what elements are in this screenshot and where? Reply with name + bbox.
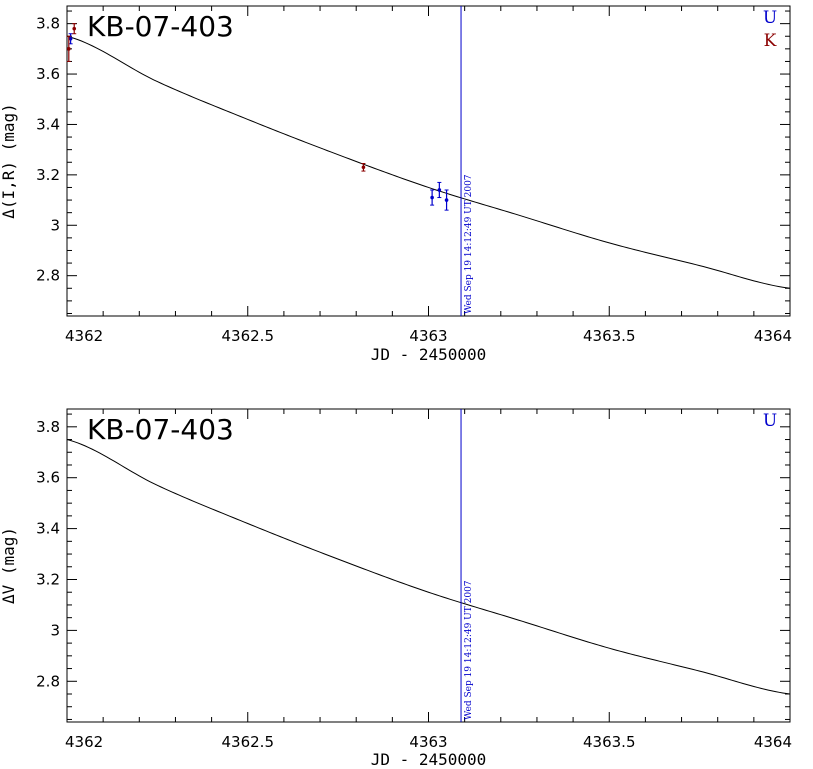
- data-point: [67, 47, 71, 51]
- x-tick-label: 4363.5: [583, 327, 636, 345]
- x-tick-label: 4363: [409, 733, 447, 751]
- model-curve: [66, 439, 791, 695]
- time-marker-label: Wed Sep 19 14:12:49 UT 2007: [464, 580, 474, 720]
- plot-frame: [66, 408, 791, 723]
- time-marker-label: Wed Sep 19 14:12:49 UT 2007: [464, 174, 474, 314]
- y-tick-label: 3.6: [36, 65, 60, 83]
- chart-panel-2: 4362 4362.5 4363 4363.5 4364 2.8 3 3.2 3.4 3.6 3.8…: [0, 408, 792, 769]
- x-tick-label: 4362.5: [222, 733, 275, 751]
- y-axis-title: Δ(I,R) (mag): [0, 103, 18, 219]
- legend-entry-U: U: [763, 411, 777, 431]
- y-tick-label: 3.2: [36, 570, 60, 588]
- y-tick-label: 2.8: [36, 267, 60, 285]
- x-axis-title: JD - 2450000: [371, 345, 487, 364]
- y-tick-label: 3: [50, 621, 60, 639]
- legend-entry-K: K: [764, 31, 777, 51]
- y-axis-title: ΔV (mag): [0, 527, 18, 604]
- panel-title: KB-07-403: [87, 413, 234, 446]
- chart-panel-1: 4362 4362.5 4363 4363.5 4364 2.8 3 3.2 3.4 3.6 3.8…: [0, 5, 792, 364]
- panel-title: KB-07-403: [87, 10, 234, 43]
- y-tick-label: 3.8: [36, 418, 60, 436]
- y-tick-label: 3: [50, 216, 60, 234]
- x-tick-label: 4362: [65, 733, 103, 751]
- series-K: [66, 23, 366, 172]
- y-tick-label: 2.8: [36, 672, 60, 690]
- data-point: [72, 26, 77, 31]
- plot-frame: [66, 5, 791, 317]
- data-point: [430, 195, 434, 200]
- data-point: [444, 198, 449, 202]
- x-axis-title: JD - 2450000: [371, 750, 487, 769]
- series-U: [68, 33, 449, 211]
- x-tick-label: 4362.5: [222, 327, 275, 345]
- data-point: [68, 36, 73, 41]
- x-tick-label: 4364: [754, 327, 792, 345]
- x-tick-label: 4362: [65, 327, 103, 345]
- x-tick-label: 4363.5: [583, 733, 636, 751]
- model-curve: [66, 35, 791, 289]
- y-tick-label: 3.4: [36, 520, 60, 538]
- y-tick-label: 3.8: [36, 15, 60, 33]
- data-point: [361, 165, 366, 170]
- y-tick-label: 3.6: [36, 469, 60, 487]
- x-tick-label: 4363: [409, 327, 447, 345]
- x-tick-label: 4364: [754, 733, 792, 751]
- legend-entry-U: U: [763, 8, 777, 28]
- y-tick-label: 3.2: [36, 166, 60, 184]
- y-tick-label: 3.4: [36, 115, 60, 133]
- data-point: [437, 188, 442, 192]
